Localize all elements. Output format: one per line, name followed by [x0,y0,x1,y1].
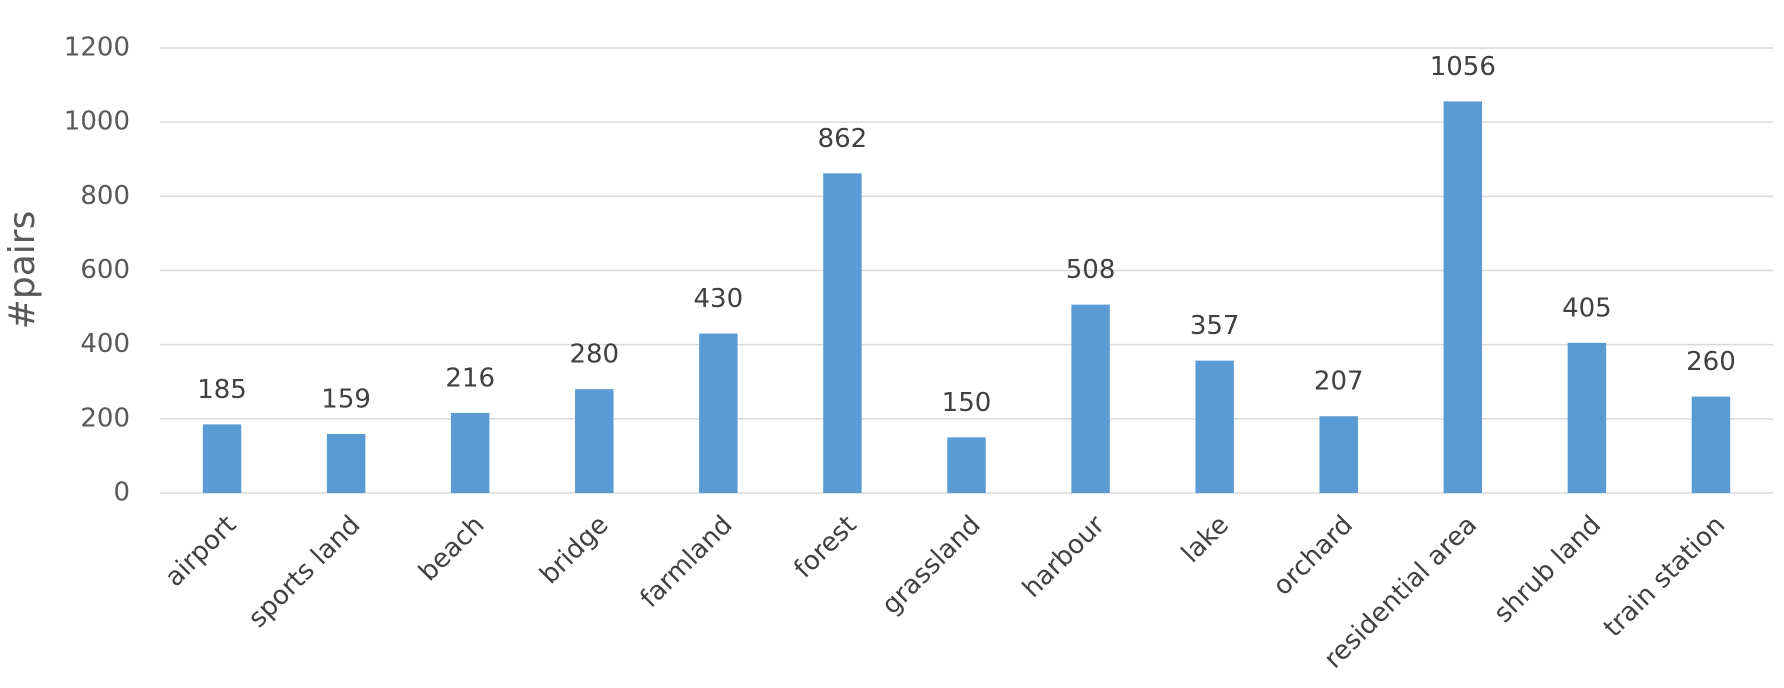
bar [1567,342,1607,493]
x-tick-label: grassland [876,510,987,621]
y-tick-label: 1000 [64,107,130,137]
value-label: 357 [1190,311,1240,341]
y-tick-label: 0 [113,478,130,508]
y-tick-label: 200 [80,403,130,433]
x-tick-label: farmland [635,510,739,614]
bar [1691,396,1731,493]
value-label: 280 [569,340,619,370]
x-tick-label: sports land [243,510,367,634]
x-tick-label: airport [159,510,242,593]
value-label: 185 [197,375,247,405]
y-tick-label: 1200 [64,33,130,63]
x-tick-label: lake [1176,510,1235,569]
x-tick-label: bridge [534,510,614,590]
y-axis-title: #pairs [2,211,43,330]
x-tick-label: harbour [1017,510,1111,604]
y-tick-label: 600 [80,255,130,285]
value-label: 159 [321,385,371,415]
value-label: 1056 [1430,52,1496,82]
value-label: 405 [1562,293,1612,323]
value-label: 260 [1686,347,1736,377]
bar [1071,304,1110,493]
y-tick-label: 400 [80,329,130,359]
bar [575,389,614,493]
x-tick-label: forest [788,510,862,584]
bar [326,434,366,493]
value-label: 207 [1314,367,1364,397]
bar [699,333,738,493]
x-tick-label: orchard [1267,510,1359,602]
value-label: 508 [1066,255,1116,285]
value-label: 430 [694,284,744,314]
bar [450,412,490,493]
x-tick-label: train station [1598,510,1731,643]
value-label: 216 [445,363,495,393]
x-tick-label: beach [413,510,490,587]
bar [823,173,862,493]
bar [1195,360,1234,493]
value-label: 862 [818,124,868,154]
value-label: 150 [942,388,992,418]
x-tick-label: shrub land [1488,510,1607,629]
bar [1443,101,1483,494]
y-tick-label: 800 [80,181,130,211]
bar [202,424,242,493]
bar [947,437,986,493]
bar [1319,416,1358,493]
